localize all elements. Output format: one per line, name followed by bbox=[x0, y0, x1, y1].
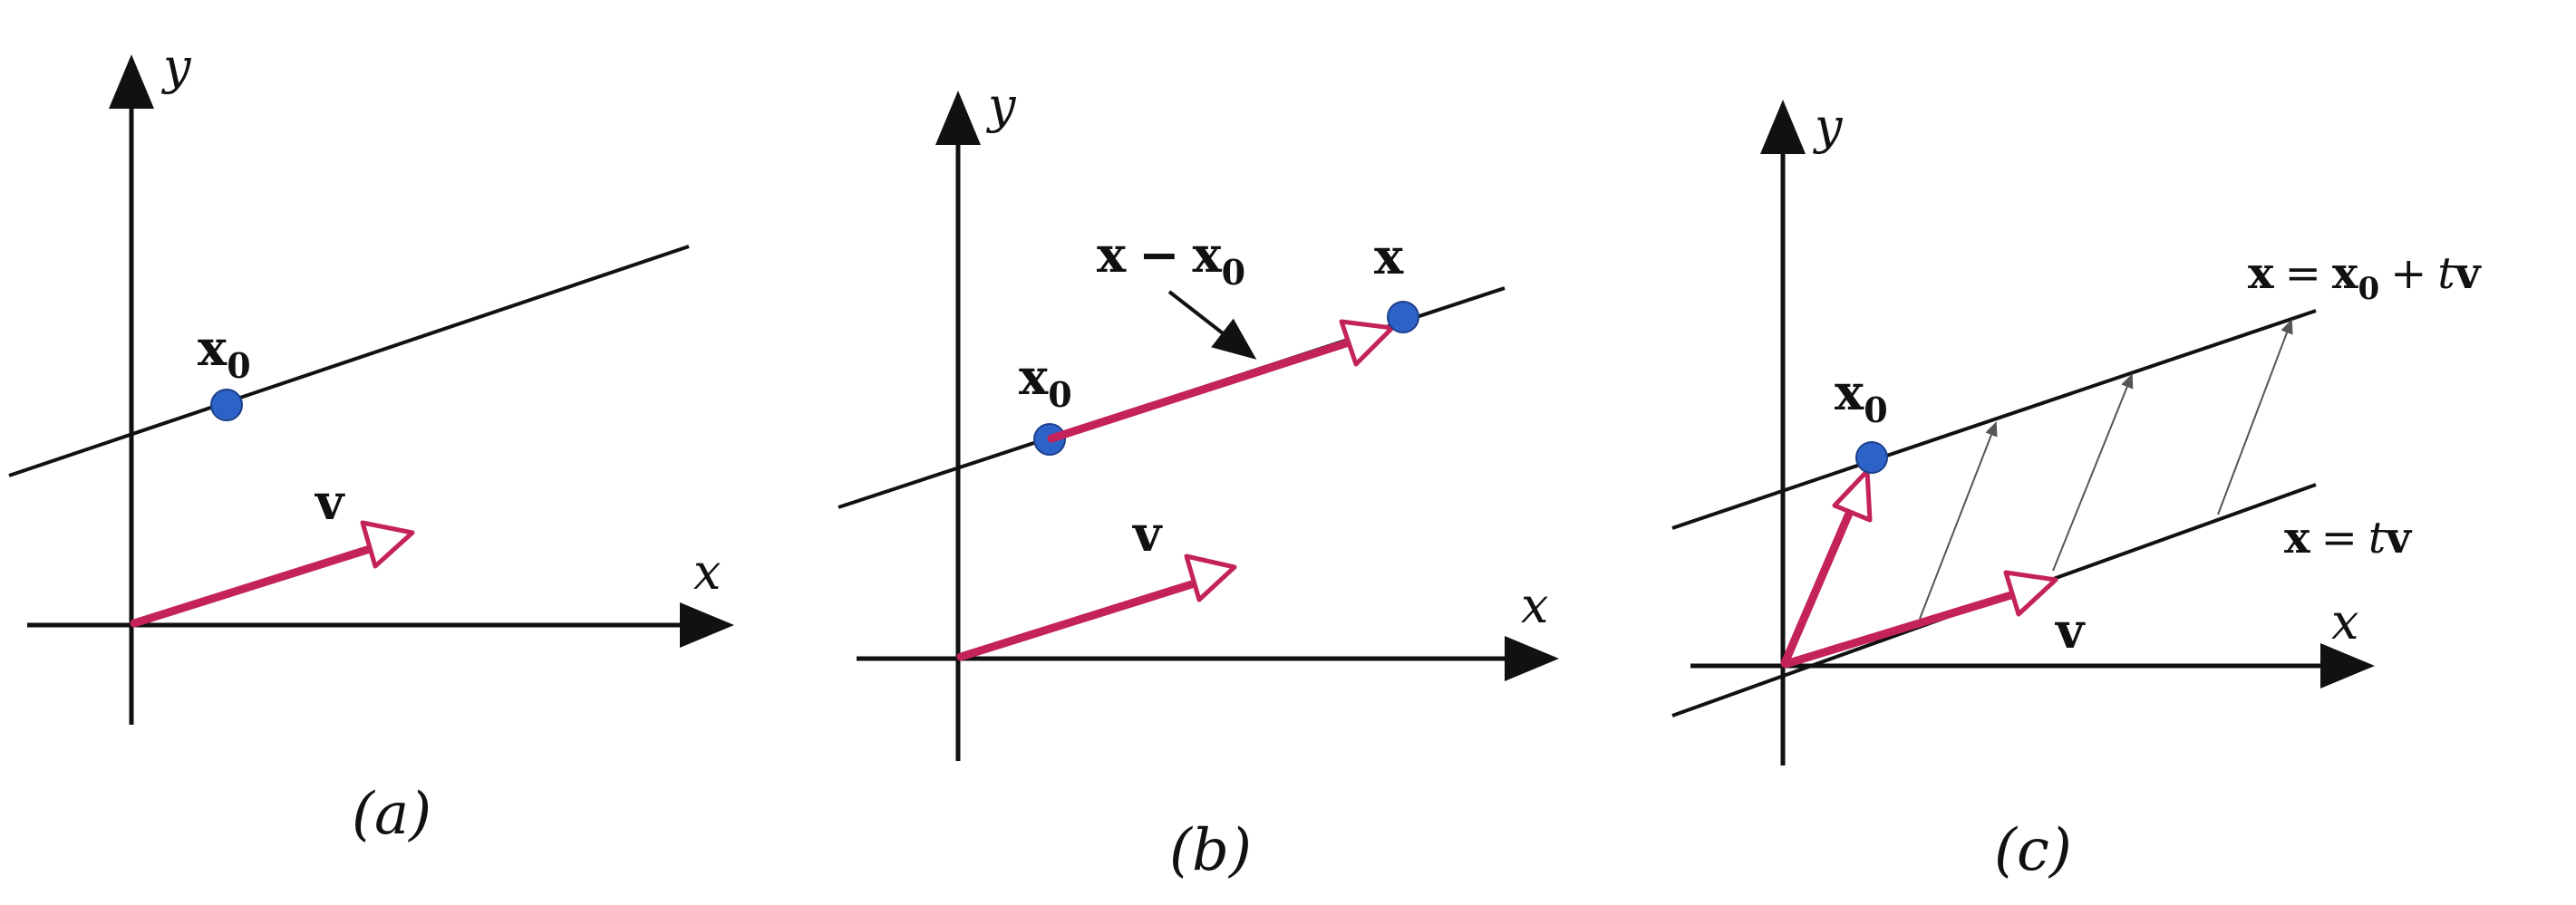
panel-c-vector-x0-shaft bbox=[1780, 505, 1855, 668]
panel-c-point-x0 bbox=[1855, 441, 1888, 474]
panel-a-y-label: y bbox=[161, 38, 192, 95]
panel-c-vector-x0-head bbox=[1832, 468, 1873, 523]
panel-b-x-label: x bbox=[1521, 577, 1548, 634]
panel-c-upper-line bbox=[1671, 309, 2317, 530]
panel-c-translate-arrow-2 bbox=[2052, 373, 2134, 572]
panel-c-upper-line-label: x = x0 + tv bbox=[2248, 248, 2483, 307]
panel-c-x-label: x bbox=[2331, 593, 2358, 650]
panel-c-vector-v-shaft bbox=[1781, 590, 2019, 669]
panel-b-point-x bbox=[1387, 301, 1419, 333]
panel-b-y-label: y bbox=[986, 77, 1017, 134]
panel-a-v-label: v bbox=[315, 473, 345, 531]
panel-a: y x x0 v (a) bbox=[8, 38, 734, 848]
panel-a-point-x0 bbox=[210, 389, 243, 421]
panel-a-line bbox=[8, 245, 690, 477]
panel-b-vector-diff-head bbox=[1339, 319, 1395, 367]
panel-a-x0-label: x0 bbox=[198, 319, 251, 386]
panel-b-x0-label: x0 bbox=[1019, 348, 1072, 415]
panel-c-translate-arrow-3 bbox=[2217, 319, 2293, 515]
panel-c: y x x0 v x = x0 + tv x = tv (c) bbox=[1671, 98, 2483, 884]
panel-c-x0-label: x0 bbox=[1835, 363, 1888, 430]
panel-c-translate-arrow-1 bbox=[1919, 421, 1998, 620]
panel-c-caption: (c) bbox=[1994, 817, 2072, 884]
panel-c-vector-v-head bbox=[2003, 570, 2058, 617]
panel-c-y-label: y bbox=[1813, 98, 1844, 155]
panel-b-x-point-label: x bbox=[1374, 227, 1404, 285]
panel-b-vector-v-head bbox=[1184, 554, 1237, 602]
panel-c-lower-line-label: x = tv bbox=[2284, 513, 2413, 563]
panel-a-vector-v-shaft bbox=[130, 544, 374, 628]
panel-b-diff-label: x − x0 bbox=[1097, 226, 1245, 293]
panel-a-caption: (a) bbox=[352, 781, 431, 848]
panel-a-x-label: x bbox=[693, 544, 721, 601]
panel-c-v-label: v bbox=[2055, 602, 2086, 659]
panel-b-caption: (b) bbox=[1169, 817, 1252, 884]
panel-b-diff-pointer bbox=[1167, 290, 1257, 360]
panel-a-vector-v-head bbox=[360, 520, 415, 569]
panel-b-vector-diff-shaft bbox=[1047, 338, 1353, 443]
panel-b-v-label: v bbox=[1132, 505, 1163, 563]
panel-b: y x x0 x x − x0 v (b) bbox=[838, 77, 1559, 884]
panel-b-vector-v-shaft bbox=[956, 579, 1199, 661]
